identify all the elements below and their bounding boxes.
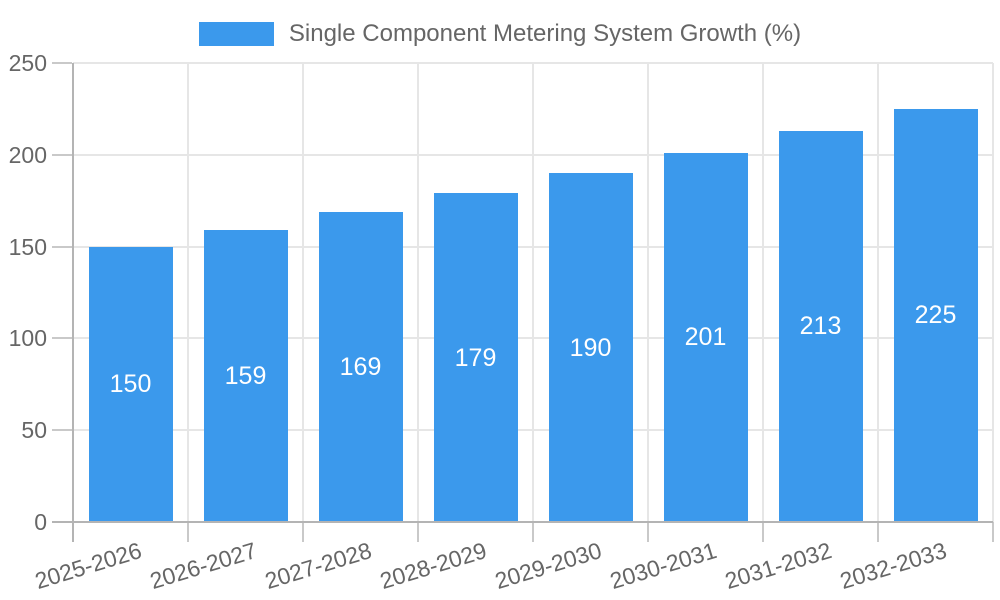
y-tick-mark bbox=[52, 337, 72, 340]
bar[interactable] bbox=[893, 108, 978, 521]
x-tick-mark bbox=[302, 522, 304, 542]
legend-swatch bbox=[198, 22, 274, 46]
x-tick-label: 2026-2027 bbox=[146, 537, 260, 595]
y-tick-mark bbox=[52, 245, 72, 248]
x-tick-label: 2027-2028 bbox=[261, 537, 375, 595]
bar-value-label: 179 bbox=[454, 343, 497, 372]
x-tick-mark bbox=[647, 522, 649, 542]
y-axis-line bbox=[72, 63, 74, 542]
x-grid-line bbox=[532, 63, 534, 522]
x-grid-line bbox=[762, 63, 764, 522]
x-grid-line bbox=[302, 63, 304, 522]
x-tick-mark bbox=[532, 522, 534, 542]
bar[interactable] bbox=[548, 173, 633, 521]
bar[interactable] bbox=[318, 211, 403, 521]
x-grid-line bbox=[877, 63, 879, 522]
x-tick-mark bbox=[992, 522, 994, 542]
bar-value-label: 159 bbox=[224, 362, 267, 391]
bar[interactable] bbox=[88, 246, 173, 521]
x-tick-mark bbox=[417, 522, 419, 542]
x-grid-line bbox=[647, 63, 649, 522]
x-tick-label: 2032-2033 bbox=[836, 537, 950, 595]
x-tick-label: 2030-2031 bbox=[606, 537, 720, 595]
x-tick-label: 2031-2032 bbox=[721, 537, 835, 595]
bar[interactable] bbox=[433, 193, 518, 521]
bar-value-label: 190 bbox=[569, 333, 612, 362]
x-tick-mark bbox=[877, 522, 879, 542]
x-tick-label: 2028-2029 bbox=[376, 537, 490, 595]
x-grid-line bbox=[992, 63, 994, 522]
x-tick-mark bbox=[187, 522, 189, 542]
legend-label: Single Component Metering System Growth … bbox=[288, 20, 802, 47]
y-tick-label: 200 bbox=[8, 141, 47, 168]
x-tick-label: 2025-2026 bbox=[31, 537, 145, 595]
bar-value-label: 213 bbox=[799, 312, 842, 341]
bar[interactable] bbox=[663, 152, 748, 521]
y-tick-mark bbox=[52, 429, 72, 432]
x-axis-line bbox=[52, 521, 993, 523]
bar[interactable] bbox=[203, 230, 288, 521]
y-tick-mark bbox=[52, 153, 72, 156]
x-tick-label: 2029-2030 bbox=[491, 537, 605, 595]
y-tick-label: 0 bbox=[34, 509, 47, 535]
y-tick-mark bbox=[52, 62, 72, 64]
y-tick-label: 50 bbox=[21, 417, 47, 444]
bar-value-label: 225 bbox=[914, 301, 957, 330]
x-grid-line bbox=[187, 63, 189, 522]
legend[interactable]: Single Component Metering System Growth … bbox=[0, 18, 1000, 50]
y-tick-label: 150 bbox=[8, 233, 47, 260]
bar-value-label: 169 bbox=[339, 352, 382, 381]
bar[interactable] bbox=[778, 130, 863, 521]
y-tick-label: 100 bbox=[8, 325, 47, 352]
x-tick-mark bbox=[762, 522, 764, 542]
bar-value-label: 150 bbox=[109, 370, 152, 399]
x-grid-line bbox=[417, 63, 419, 522]
bar-value-label: 201 bbox=[684, 323, 727, 352]
y-tick-label: 250 bbox=[8, 50, 47, 76]
